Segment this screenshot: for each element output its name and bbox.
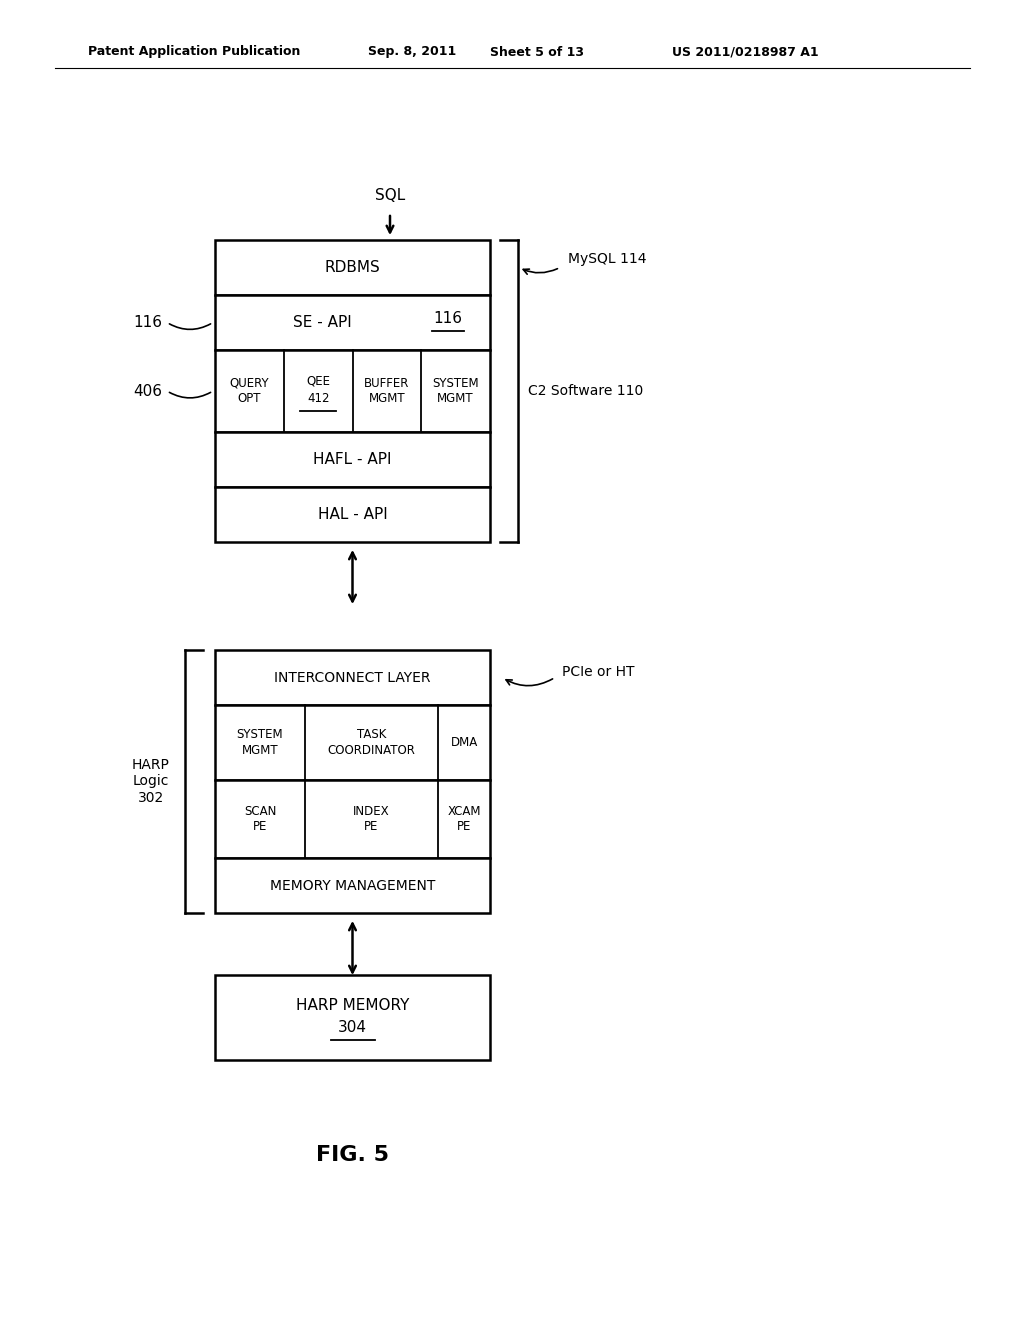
Text: MEMORY MANAGEMENT: MEMORY MANAGEMENT — [269, 879, 435, 892]
Bar — [215, 705, 490, 780]
Bar — [215, 858, 490, 913]
Text: XCAM
PE: XCAM PE — [447, 805, 480, 833]
Text: SQL: SQL — [375, 187, 406, 202]
Text: 304: 304 — [338, 1020, 367, 1035]
Text: HAFL - API: HAFL - API — [313, 451, 392, 467]
Bar — [215, 649, 490, 705]
Bar — [215, 432, 490, 487]
Text: Sep. 8, 2011: Sep. 8, 2011 — [368, 45, 457, 58]
Text: MySQL 114: MySQL 114 — [568, 252, 646, 267]
Text: TASK
COORDINATOR: TASK COORDINATOR — [328, 729, 416, 756]
Text: US 2011/0218987 A1: US 2011/0218987 A1 — [672, 45, 818, 58]
Text: C2 Software 110: C2 Software 110 — [528, 384, 643, 399]
Bar — [215, 294, 490, 350]
Text: INTERCONNECT LAYER: INTERCONNECT LAYER — [274, 671, 431, 685]
Text: SCAN
PE: SCAN PE — [244, 805, 276, 833]
Text: SYSTEM
MGMT: SYSTEM MGMT — [237, 729, 284, 756]
Text: HARP MEMORY: HARP MEMORY — [296, 998, 410, 1012]
Text: SYSTEM
MGMT: SYSTEM MGMT — [432, 378, 479, 405]
Text: PCIe or HT: PCIe or HT — [562, 665, 635, 680]
Text: BUFFER
MGMT: BUFFER MGMT — [365, 378, 410, 405]
Bar — [215, 780, 490, 858]
Text: 412: 412 — [307, 392, 330, 405]
Text: 406: 406 — [133, 384, 162, 399]
Bar — [215, 240, 490, 294]
Text: 116: 116 — [133, 315, 162, 330]
Text: HARP
Logic
302: HARP Logic 302 — [132, 758, 170, 805]
Text: QEE: QEE — [306, 375, 330, 388]
Text: QUERY
OPT: QUERY OPT — [229, 378, 269, 405]
Text: 116: 116 — [433, 312, 463, 326]
Bar — [215, 975, 490, 1060]
Text: RDBMS: RDBMS — [325, 260, 380, 275]
Bar — [215, 487, 490, 543]
Text: INDEX
PE: INDEX PE — [353, 805, 390, 833]
Text: FIG. 5: FIG. 5 — [315, 1144, 388, 1166]
Text: DMA: DMA — [451, 737, 477, 748]
Bar — [215, 350, 490, 432]
Text: HAL - API: HAL - API — [317, 507, 387, 521]
Text: Sheet 5 of 13: Sheet 5 of 13 — [490, 45, 584, 58]
Text: SE - API: SE - API — [293, 315, 352, 330]
Text: Patent Application Publication: Patent Application Publication — [88, 45, 300, 58]
